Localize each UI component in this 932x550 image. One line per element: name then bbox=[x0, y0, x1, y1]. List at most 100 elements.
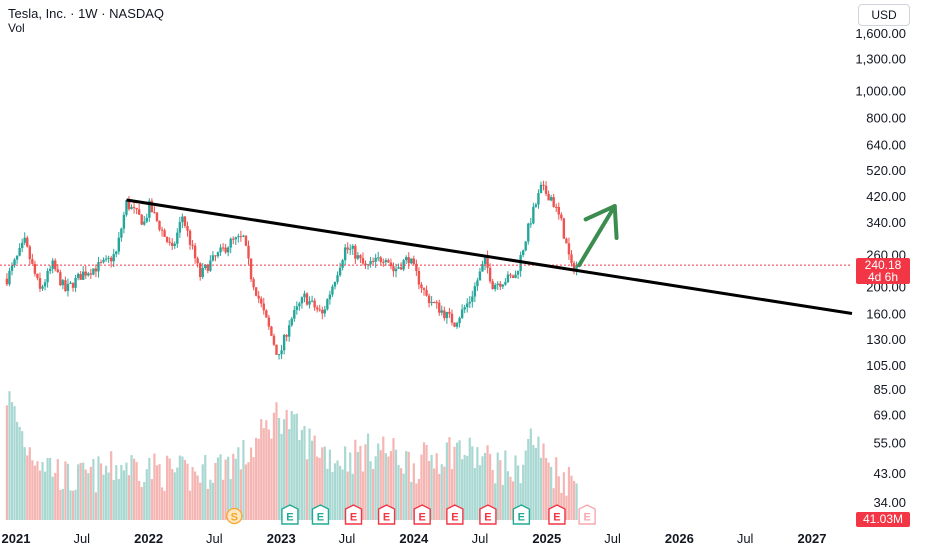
candle-body bbox=[59, 272, 62, 286]
volume-bar bbox=[33, 465, 36, 520]
price-axis[interactable]: 1,600.00 1,300.00 1,000.00 800.00 640.00 520.… bbox=[855, 26, 906, 373]
volume-bar bbox=[338, 465, 342, 520]
candle-body bbox=[331, 286, 334, 295]
volume-bar bbox=[382, 436, 385, 520]
volume-bar bbox=[214, 462, 217, 520]
volume-bar bbox=[277, 417, 281, 520]
volume-bar bbox=[529, 428, 532, 520]
candle-body bbox=[272, 335, 276, 345]
volume-bar bbox=[138, 481, 141, 520]
volume-bar bbox=[435, 453, 438, 520]
volume-bar bbox=[328, 449, 331, 520]
volume-bar bbox=[188, 490, 192, 520]
volume-bar bbox=[453, 446, 456, 520]
volume-bar bbox=[239, 469, 242, 520]
candle-body bbox=[74, 277, 77, 288]
volume-bar bbox=[445, 442, 448, 520]
earnings-event-marker[interactable]: E bbox=[311, 504, 330, 525]
volume-bar bbox=[181, 456, 184, 520]
candle-body bbox=[232, 238, 235, 240]
volume-bar bbox=[555, 457, 558, 520]
volume-bar bbox=[158, 464, 161, 520]
candle-body bbox=[127, 200, 131, 210]
candle-body bbox=[97, 262, 100, 272]
earnings-event-marker[interactable]: E bbox=[377, 504, 396, 525]
earnings-event-marker[interactable]: E bbox=[548, 504, 566, 525]
candle-body bbox=[254, 287, 258, 296]
earnings-event-marker[interactable]: E bbox=[413, 504, 431, 525]
volume-bar bbox=[234, 458, 237, 520]
candle-body bbox=[361, 258, 365, 264]
volume-bar bbox=[384, 453, 387, 520]
candle-body bbox=[356, 255, 360, 259]
candle-body bbox=[537, 193, 540, 205]
candle-body bbox=[102, 259, 105, 263]
volume-bar bbox=[171, 468, 174, 520]
candle-body bbox=[158, 220, 161, 230]
volume-bar bbox=[379, 450, 382, 520]
projection-arrow[interactable] bbox=[577, 204, 619, 268]
svg-text:E: E bbox=[350, 512, 357, 524]
time-axis[interactable]: 2021 Jul 2022 Jul 2023 Jul 2024 Jul 2025 Jul 2026 J… bbox=[2, 531, 827, 546]
volume-bar bbox=[216, 457, 220, 520]
volume-bar bbox=[410, 481, 413, 520]
volume-bar bbox=[237, 447, 240, 520]
volume-bar bbox=[168, 458, 171, 520]
candle-body bbox=[371, 260, 375, 262]
volume-bar bbox=[267, 429, 270, 520]
candle-body bbox=[153, 212, 156, 214]
candle-body bbox=[298, 303, 301, 307]
earnings-event-marker[interactable]: E bbox=[512, 504, 531, 525]
earnings-event-marker[interactable]: E bbox=[344, 504, 363, 525]
volume-bar bbox=[494, 483, 497, 520]
volume-bar bbox=[31, 460, 34, 520]
volume-legend-label[interactable]: Vol bbox=[8, 21, 25, 35]
candle-body bbox=[262, 303, 265, 311]
earnings-event-marker[interactable]: E bbox=[479, 504, 497, 525]
candle-body bbox=[66, 283, 70, 292]
volume-bar bbox=[501, 484, 504, 520]
earnings-event-marker[interactable]: E bbox=[281, 504, 299, 525]
trendline[interactable] bbox=[126, 198, 853, 316]
bar-countdown: 4d 6h bbox=[867, 270, 899, 284]
volume-bar bbox=[489, 453, 492, 520]
volume-bar bbox=[112, 480, 115, 520]
earnings-event-marker[interactable]: E bbox=[446, 504, 464, 525]
volume-bar bbox=[567, 466, 571, 520]
volume-bar bbox=[64, 461, 67, 520]
volume-bar bbox=[145, 469, 148, 520]
candle-body bbox=[516, 271, 520, 275]
currency-button[interactable]: USD bbox=[858, 4, 910, 26]
candle-body bbox=[84, 271, 87, 276]
earnings-event-marker[interactable]: E bbox=[578, 504, 596, 525]
candle-body bbox=[293, 310, 296, 319]
candle-body bbox=[521, 250, 525, 256]
volume-bar bbox=[420, 454, 423, 520]
volume-bar bbox=[173, 472, 176, 520]
candle-body bbox=[473, 286, 477, 297]
volume-bar bbox=[186, 463, 189, 520]
symbol-title[interactable]: Tesla, Inc. · 1W · NASDAQ bbox=[8, 6, 165, 21]
volume-bar bbox=[361, 471, 365, 520]
volume-bar bbox=[349, 452, 352, 520]
volume-bar bbox=[550, 466, 553, 520]
volume-bar bbox=[132, 458, 136, 520]
volume-bar bbox=[155, 465, 159, 520]
candle-body bbox=[234, 237, 237, 240]
volume-bar bbox=[478, 465, 482, 520]
candle-body bbox=[562, 218, 566, 239]
volume-bar bbox=[49, 457, 52, 520]
split-event-marker[interactable]: S bbox=[226, 507, 243, 525]
candle-body bbox=[529, 223, 533, 225]
chart-legend: Tesla, Inc. · 1W · NASDAQ Vol bbox=[8, 6, 164, 36]
candle-body bbox=[176, 232, 179, 244]
candle-body bbox=[120, 228, 123, 238]
volume-bar bbox=[504, 450, 507, 520]
candle-body bbox=[193, 245, 197, 259]
candle-body bbox=[440, 310, 443, 313]
volume-bar bbox=[59, 489, 62, 520]
volume-bar bbox=[318, 457, 321, 520]
price-tick-label: 105.00 bbox=[866, 358, 906, 373]
